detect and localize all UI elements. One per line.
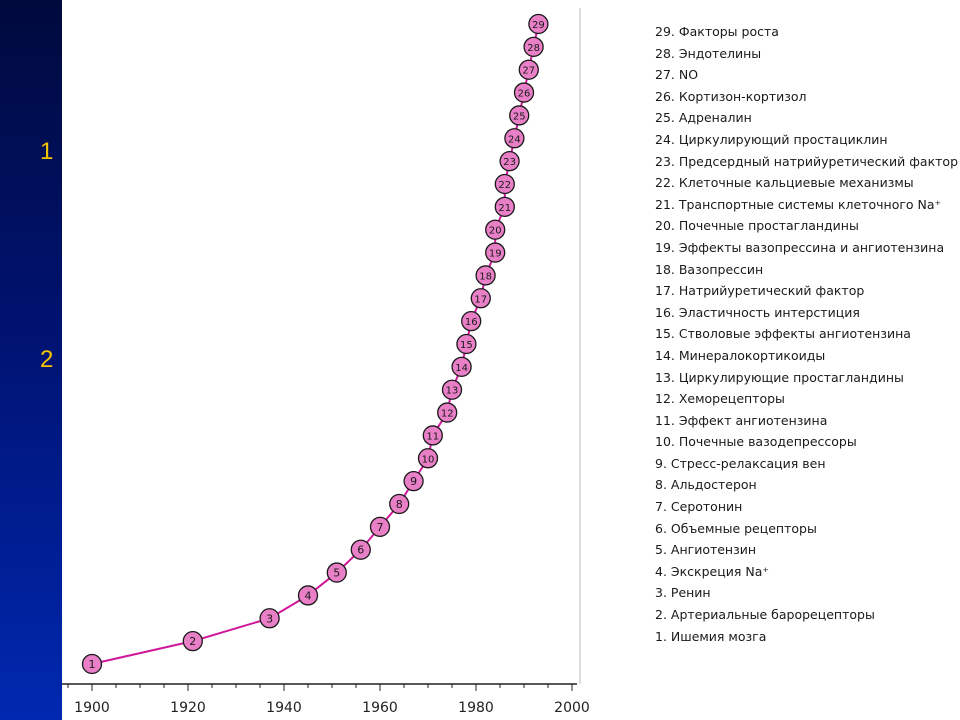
legend-item-16: 16. Эластичность интерстиция [655,304,860,320]
data-point-7 [369,516,391,538]
data-point-29 [528,13,549,35]
background-text-fragment-1: 1 [40,138,54,165]
legend-item-27: 27. NO [655,67,699,83]
data-point-label-22: 22 [498,180,511,191]
legend-item-3: 3. Ренин [655,585,711,601]
data-point-21 [494,196,515,218]
legend-item-25: 25. Адреналин [655,110,752,126]
legend-item-1: 1. Ишемия мозга [655,628,767,644]
data-point-label-29: 29 [532,20,545,31]
data-point-12 [437,402,458,423]
data-point-label-12: 12 [441,409,454,420]
chart-legend: 29. Факторы роста 28. Эндотелины 27. NO 26.… [655,21,959,647]
data-point-label-6: 6 [357,544,364,557]
legend-item-18: 18. Вазопрессин [655,261,764,277]
data-point-label-4: 4 [305,589,312,602]
data-point-label-11: 11 [426,431,439,442]
legend-item-23: 23. Предсердный натрийуретический фактор [655,153,959,169]
data-point-label-26: 26 [518,89,531,100]
x-tick-label: 2000 [554,700,590,716]
data-point-label-28: 28 [527,43,540,54]
data-point-16 [461,310,482,332]
data-point-28 [523,36,544,58]
x-tick-label: 1960 [362,700,398,716]
legend-item-7: 7. Серотонин [655,499,743,515]
x-tick-label: 1940 [266,700,302,716]
legend-item-17: 17. Натрийуретический фактор [655,283,865,299]
data-point-14 [451,356,472,378]
data-point-label-24: 24 [508,134,521,145]
data-point-label-14: 14 [455,363,468,374]
data-point-label-2: 2 [189,635,196,648]
data-point-20 [485,219,506,240]
legend-item-8: 8. Альдостерон [655,477,757,493]
legend-item-11: 11. Эффект ангиотензина [655,412,828,428]
legend-item-26: 26. Кортизон-кортизол [655,88,807,104]
data-point-label-10: 10 [422,454,435,465]
data-point-18 [475,265,496,286]
data-point-label-19: 19 [489,249,502,260]
legend-item-12: 12. Хеморецепторы [655,391,785,407]
data-point-13 [441,379,463,400]
data-point-3 [259,608,280,629]
data-point-label-21: 21 [498,203,511,214]
data-point-label-27: 27 [522,66,535,77]
data-point-label-18: 18 [479,271,492,282]
data-point-label-13: 13 [446,386,459,397]
data-point-label-8: 8 [396,498,403,511]
legend-item-29: 29. Факторы роста [655,24,779,39]
data-point-label-9: 9 [410,475,417,488]
legend-item-15: 15. Стволовые эффекты ангиотензина [655,326,911,342]
data-point-27 [518,59,539,80]
data-point-label-16: 16 [465,317,478,328]
legend-item-21: 21. Транспортные системы клеточного Na⁺ [655,196,942,212]
chart-svg: 1900 1920 1940 1960 1980 20001234567891011121… [62,8,590,716]
data-point-8 [389,493,410,515]
data-point-label-15: 15 [460,340,473,351]
data-point-11 [422,425,443,446]
chart-panel: 1900 1920 1940 1960 1980 2000 1 2 3 4 5 6 7 8 9 10 11 12 1… [62,0,960,720]
data-point-24 [504,128,525,149]
data-point-label-7: 7 [377,521,384,534]
legend-item-19: 19. Эффекты вазопрессина и ангиотензина [655,239,945,255]
legend-item-20: 20. Почечные простагландины [655,218,859,234]
data-point-17 [470,288,491,309]
background-text-fragment-2: 2 [40,346,54,373]
data-point-2 [182,630,203,652]
data-point-25 [509,105,530,126]
data-point-26 [513,82,535,103]
data-point-5 [326,562,347,583]
data-point-label-1: 1 [89,658,96,671]
legend-item-9: 9. Стресс-релаксация вен [655,455,826,471]
legend-item-22: 22. Клеточные кальциевые механизмы [655,175,914,191]
legend-item-13: 13. Циркулирующие простагландины [655,369,904,385]
legend-item-14: 14. Минералокортикоиды [655,347,826,363]
data-point-1 [81,653,103,675]
legend-item-6: 6. Объемные рецепторы [655,520,817,536]
data-point-23 [499,150,520,172]
data-point-label-5: 5 [333,567,340,580]
x-tick-label: 1980 [458,700,494,716]
data-point-label-23: 23 [503,157,516,168]
data-point-label-17: 17 [474,294,487,305]
data-point-label-20: 20 [489,226,502,237]
data-point-10 [417,448,439,469]
legend-item-2: 2. Артериальные барорецепторы [655,607,875,623]
legend-item-24: 24. Циркулирующий простациклин [655,131,888,147]
legend-item-4: 4. Экскреция Na⁺ [655,563,769,579]
legend-item-10: 10. Почечные вазодепрессоры [655,434,857,450]
data-point-22 [494,173,515,195]
data-point-label-3: 3 [266,612,273,625]
data-point-label-25: 25 [513,111,526,122]
x-tick-label: 1900 [74,700,110,716]
x-tick-label: 1920 [170,700,206,716]
legend-item-5: 5. Ангиотензин [655,542,757,558]
data-point-19 [485,242,506,263]
legend-item-28: 28. Эндотелины [655,45,762,61]
data-point-4 [297,585,319,606]
data-point-6 [350,539,371,560]
data-point-15 [456,333,477,355]
data-point-9 [403,470,424,492]
